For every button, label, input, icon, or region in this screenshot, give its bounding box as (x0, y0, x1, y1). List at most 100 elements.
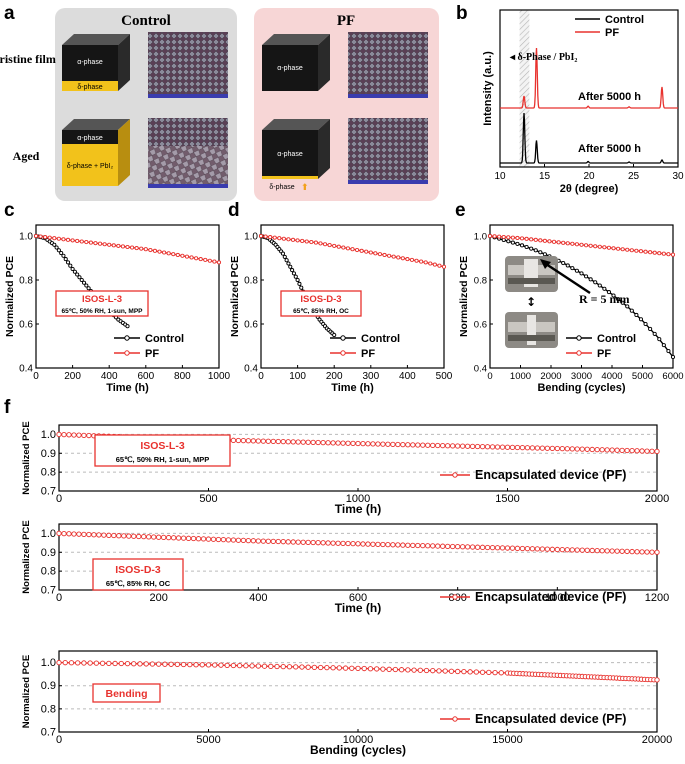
data-point (325, 540, 331, 546)
data-point (498, 670, 504, 676)
data-point (297, 281, 302, 286)
data-point (425, 543, 431, 549)
data-point (604, 548, 610, 554)
data-point (654, 448, 660, 455)
y-tick-label: 0.8 (41, 703, 56, 715)
data-point (624, 447, 630, 454)
data-point (599, 447, 605, 453)
pf-title: PF (337, 13, 355, 29)
data-point (611, 246, 616, 251)
data-point (510, 235, 515, 240)
data-point (614, 548, 620, 554)
data-point (360, 440, 366, 447)
data-point (230, 662, 237, 669)
data-point (199, 662, 205, 668)
data-point (588, 277, 593, 282)
data-point (255, 663, 261, 669)
data-point (280, 539, 286, 545)
double-arrow-icon: ↕ (526, 295, 536, 309)
chart-e-bending: 0 1000 2000 3000 4000 5000 6000 0.4 0.6 0.8 1.0 Ben… (458, 224, 684, 394)
data-point (81, 531, 87, 538)
data-point (293, 664, 299, 670)
data-point (61, 530, 67, 537)
data-point (81, 660, 87, 666)
data-point (52, 236, 57, 241)
y-tick-label: 0.9 (41, 547, 56, 559)
data-point (359, 248, 364, 253)
svg-text:δ-phase: δ-phase (269, 184, 294, 191)
data-point (335, 540, 341, 546)
x-tick-label: 10000 (343, 734, 374, 746)
y-tick-label: 0.6 (244, 320, 258, 331)
data-point (327, 243, 332, 248)
condition-box (55, 290, 149, 317)
data-point (162, 661, 168, 667)
data-point (336, 665, 342, 671)
y-tick-label: 0.9 (41, 448, 56, 460)
data-point (72, 269, 77, 274)
data-point (56, 659, 62, 666)
data-point (81, 432, 87, 439)
data-point (285, 439, 291, 445)
data-point (286, 261, 291, 266)
data-point (509, 545, 516, 551)
data-point (559, 546, 565, 553)
data-point (61, 431, 67, 438)
data-point (76, 432, 82, 438)
data-point (519, 243, 525, 248)
data-point (430, 543, 436, 549)
data-point (398, 667, 405, 673)
data-point (280, 251, 286, 256)
data-point (377, 252, 383, 257)
data-point (542, 252, 547, 257)
legend-marker (452, 472, 458, 478)
data-point (657, 251, 662, 256)
data-point (415, 442, 421, 448)
y-tick-label: 0.7 (41, 585, 56, 597)
data-point (268, 235, 273, 240)
data-point (479, 443, 486, 450)
data-point (125, 324, 130, 329)
x-tick-label: 1000 (208, 371, 231, 382)
y-tick-label: 1.0 (41, 429, 56, 441)
data-point (111, 532, 117, 539)
x-tick-label: 30 (672, 171, 684, 182)
data-point (604, 447, 610, 453)
data-point (609, 447, 615, 453)
data-point (143, 661, 149, 667)
data-point (136, 533, 142, 540)
data-point (544, 546, 551, 552)
data-point (561, 261, 566, 266)
data-point (170, 535, 177, 541)
data-point (332, 243, 337, 248)
data-point (499, 545, 506, 551)
data-point (107, 242, 112, 247)
x-tick-label: 25 (628, 171, 640, 182)
data-point (547, 239, 552, 244)
data-point (68, 660, 75, 666)
data-point (295, 439, 301, 445)
x-tick-label: 10 (494, 171, 506, 182)
data-point (524, 445, 531, 451)
data-point (106, 660, 112, 666)
legend-label: Encapsulated device (PF) (475, 468, 626, 482)
data-point (340, 540, 346, 547)
y-axis-label: Normalized PCE (4, 256, 16, 337)
data-point (65, 260, 71, 265)
panel-label-e: e (455, 200, 466, 221)
y-axis-label: Normalized PCE (21, 520, 32, 593)
data-point (606, 290, 612, 295)
data-point (86, 286, 91, 291)
data-point (420, 442, 426, 448)
data-point (420, 542, 426, 549)
condition-title: ISOS-L-3 (140, 440, 184, 452)
data-point (419, 259, 424, 264)
x-tick-label: 0 (56, 592, 62, 604)
data-point (245, 438, 252, 444)
data-point (205, 662, 212, 668)
data-point (423, 260, 428, 265)
data-point (634, 248, 639, 253)
data-point (68, 263, 73, 268)
data-point (561, 240, 566, 245)
data-point (290, 439, 296, 445)
